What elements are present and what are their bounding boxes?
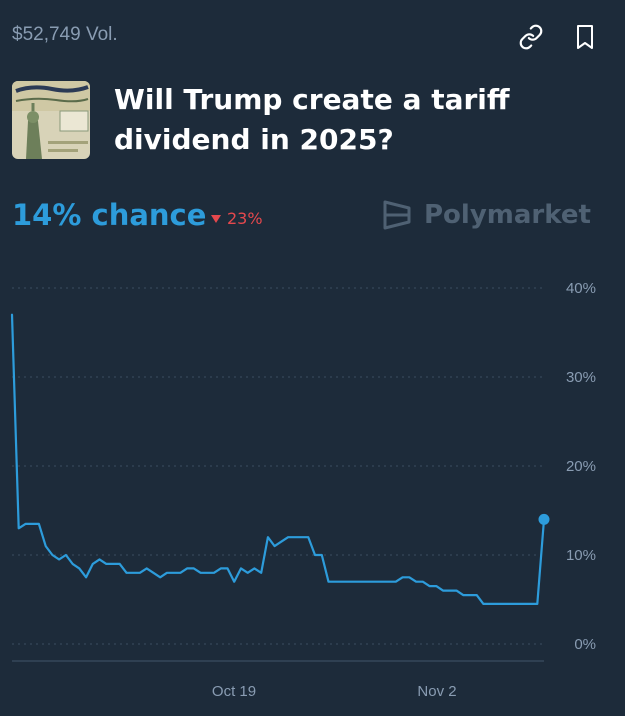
market-title: Will Trump create a tariff dividend in 2… xyxy=(114,83,510,156)
volume-label: $52,749 Vol. xyxy=(12,24,118,45)
brand-name: Polymarket xyxy=(424,200,591,230)
y-tick-label: 20% xyxy=(566,458,596,475)
change-value: 23% xyxy=(227,209,263,228)
triangle-down-icon xyxy=(211,214,221,223)
y-tick-label: 30% xyxy=(566,369,596,386)
polymarket-icon xyxy=(383,200,411,230)
brand-logo: Polymarket xyxy=(382,199,591,231)
series-line xyxy=(10,313,546,605)
market-thumbnail xyxy=(12,81,90,159)
bookmark-icon[interactable] xyxy=(570,22,600,52)
price-chart[interactable]: 0% 10% 20% 30% 40% Oct 19 Nov 2 xyxy=(0,260,625,716)
change-indicator: 23% xyxy=(210,209,263,228)
x-tick-label: Nov 2 xyxy=(417,683,456,700)
y-tick-label: 40% xyxy=(566,280,596,297)
x-tick-label: Oct 19 xyxy=(212,683,256,700)
y-tick-label: 10% xyxy=(566,547,596,564)
chance-value: 14% chance xyxy=(12,198,207,232)
end-marker xyxy=(538,513,550,525)
link-icon[interactable] xyxy=(516,22,546,52)
y-tick-label: 0% xyxy=(574,636,596,653)
